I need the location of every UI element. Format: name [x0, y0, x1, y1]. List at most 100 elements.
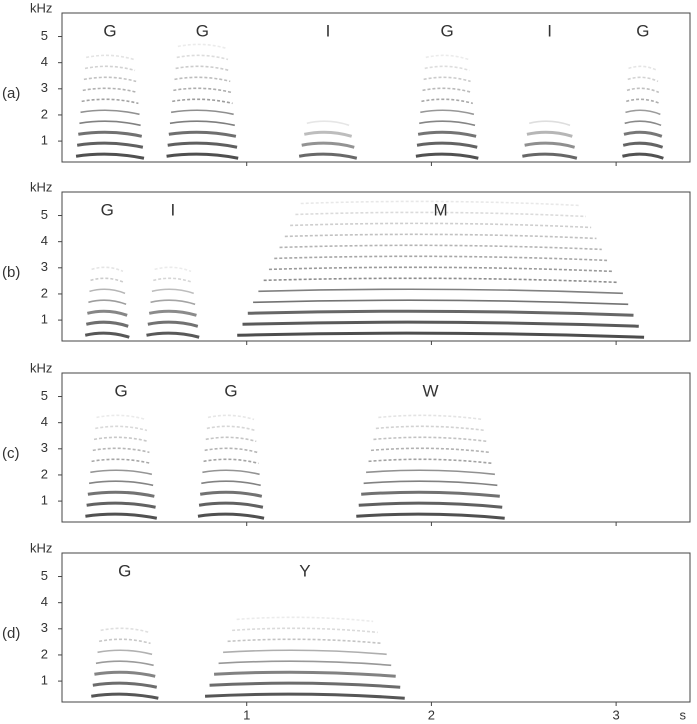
harmonic: [423, 76, 471, 83]
harmonic: [258, 288, 623, 295]
harmonic: [524, 141, 576, 149]
harmonic: [82, 87, 138, 94]
syllable-spectrum: [91, 627, 159, 700]
harmonic: [148, 309, 197, 317]
harmonic: [421, 98, 474, 105]
harmonic: [303, 130, 353, 138]
syllable-label: G: [440, 21, 453, 40]
syllable-spectrum: [85, 414, 158, 520]
y-tick-label: 5: [41, 28, 48, 43]
y-tick-label: 2: [41, 106, 48, 121]
x-tick-label: 3: [613, 707, 620, 722]
harmonic: [247, 309, 634, 317]
harmonic: [236, 616, 374, 623]
syllable-label: M: [434, 200, 448, 219]
panel-label: (d): [2, 625, 20, 642]
harmonic: [274, 255, 608, 262]
syllable-label: G: [114, 381, 127, 400]
y-tick-label: 2: [41, 285, 48, 300]
harmonic: [86, 501, 156, 509]
harmonic: [301, 141, 355, 149]
harmonic: [90, 469, 153, 476]
harmonic: [153, 277, 193, 284]
x-axis-label: s: [680, 707, 687, 722]
panel-frame: [61, 372, 691, 523]
harmonic: [373, 436, 488, 443]
harmonic: [169, 120, 235, 127]
syllable-spectrum: [237, 200, 645, 339]
y-axis-label: kHz: [30, 540, 52, 555]
y-tick-label: 4: [41, 54, 48, 69]
harmonic: [279, 244, 602, 251]
harmonic: [90, 277, 125, 284]
harmonic: [206, 425, 256, 432]
syllable-spectrum: [298, 120, 358, 160]
harmonic: [622, 152, 664, 160]
harmonic: [232, 627, 378, 634]
harmonic: [170, 109, 234, 116]
harmonic: [295, 211, 586, 218]
harmonic: [368, 458, 493, 465]
harmonic: [95, 660, 154, 667]
y-tick-label: 4: [41, 594, 48, 609]
harmonic: [370, 447, 491, 454]
harmonic: [173, 87, 232, 94]
syllable-spectrum: [84, 266, 130, 339]
harmonic: [263, 277, 618, 284]
syllable-label: I: [326, 21, 331, 40]
x-tick-label: 1: [243, 707, 250, 722]
harmonic: [417, 130, 477, 138]
harmonic: [146, 331, 200, 339]
harmonic: [100, 627, 150, 634]
harmonic: [85, 320, 129, 328]
harmonic: [300, 200, 581, 207]
harmonic: [83, 76, 137, 83]
harmonic: [96, 414, 146, 421]
harmonic: [416, 141, 478, 149]
y-tick-label: 3: [41, 440, 48, 455]
y-tick-label: 4: [41, 233, 48, 248]
y-tick-label: 3: [41, 80, 48, 95]
syllable-label: G: [224, 381, 237, 400]
harmonic: [424, 65, 470, 72]
y-tick-label: 2: [41, 466, 48, 481]
harmonic: [177, 43, 228, 50]
harmonic: [85, 54, 135, 61]
harmonic: [627, 76, 659, 83]
harmonic: [622, 141, 664, 149]
x-tick-label: 2: [428, 707, 435, 722]
harmonic: [176, 54, 229, 61]
harmonic: [198, 501, 264, 509]
harmonic: [268, 266, 613, 273]
harmonic: [92, 447, 150, 454]
harmonic: [84, 331, 130, 339]
harmonic: [93, 436, 149, 443]
syllable-label: G: [103, 21, 116, 40]
harmonic: [415, 152, 479, 160]
harmonic: [284, 233, 597, 240]
y-tick-label: 1: [41, 312, 48, 327]
harmonic: [150, 299, 196, 306]
harmonic: [84, 65, 136, 72]
panel-label: (b): [2, 264, 20, 281]
harmonic: [253, 299, 629, 306]
harmonic: [205, 436, 257, 443]
harmonic: [75, 152, 145, 160]
y-axis-label: kHz: [30, 0, 52, 15]
y-tick-label: 1: [41, 493, 48, 508]
syllable-label: I: [547, 21, 552, 40]
harmonic: [207, 414, 255, 421]
syllable-spectrum: [522, 120, 578, 160]
syllable-spectrum: [204, 616, 405, 700]
syllable-spectrum: [166, 43, 239, 160]
harmonic: [166, 152, 239, 160]
syllable-spectrum: [415, 54, 479, 160]
syllable-label: Y: [299, 561, 310, 580]
harmonic: [203, 458, 259, 465]
syllable-label: I: [170, 200, 175, 219]
harmonic: [151, 288, 194, 295]
harmonic: [91, 458, 151, 465]
y-axis-label: kHz: [30, 360, 52, 375]
harmonic: [306, 120, 350, 127]
